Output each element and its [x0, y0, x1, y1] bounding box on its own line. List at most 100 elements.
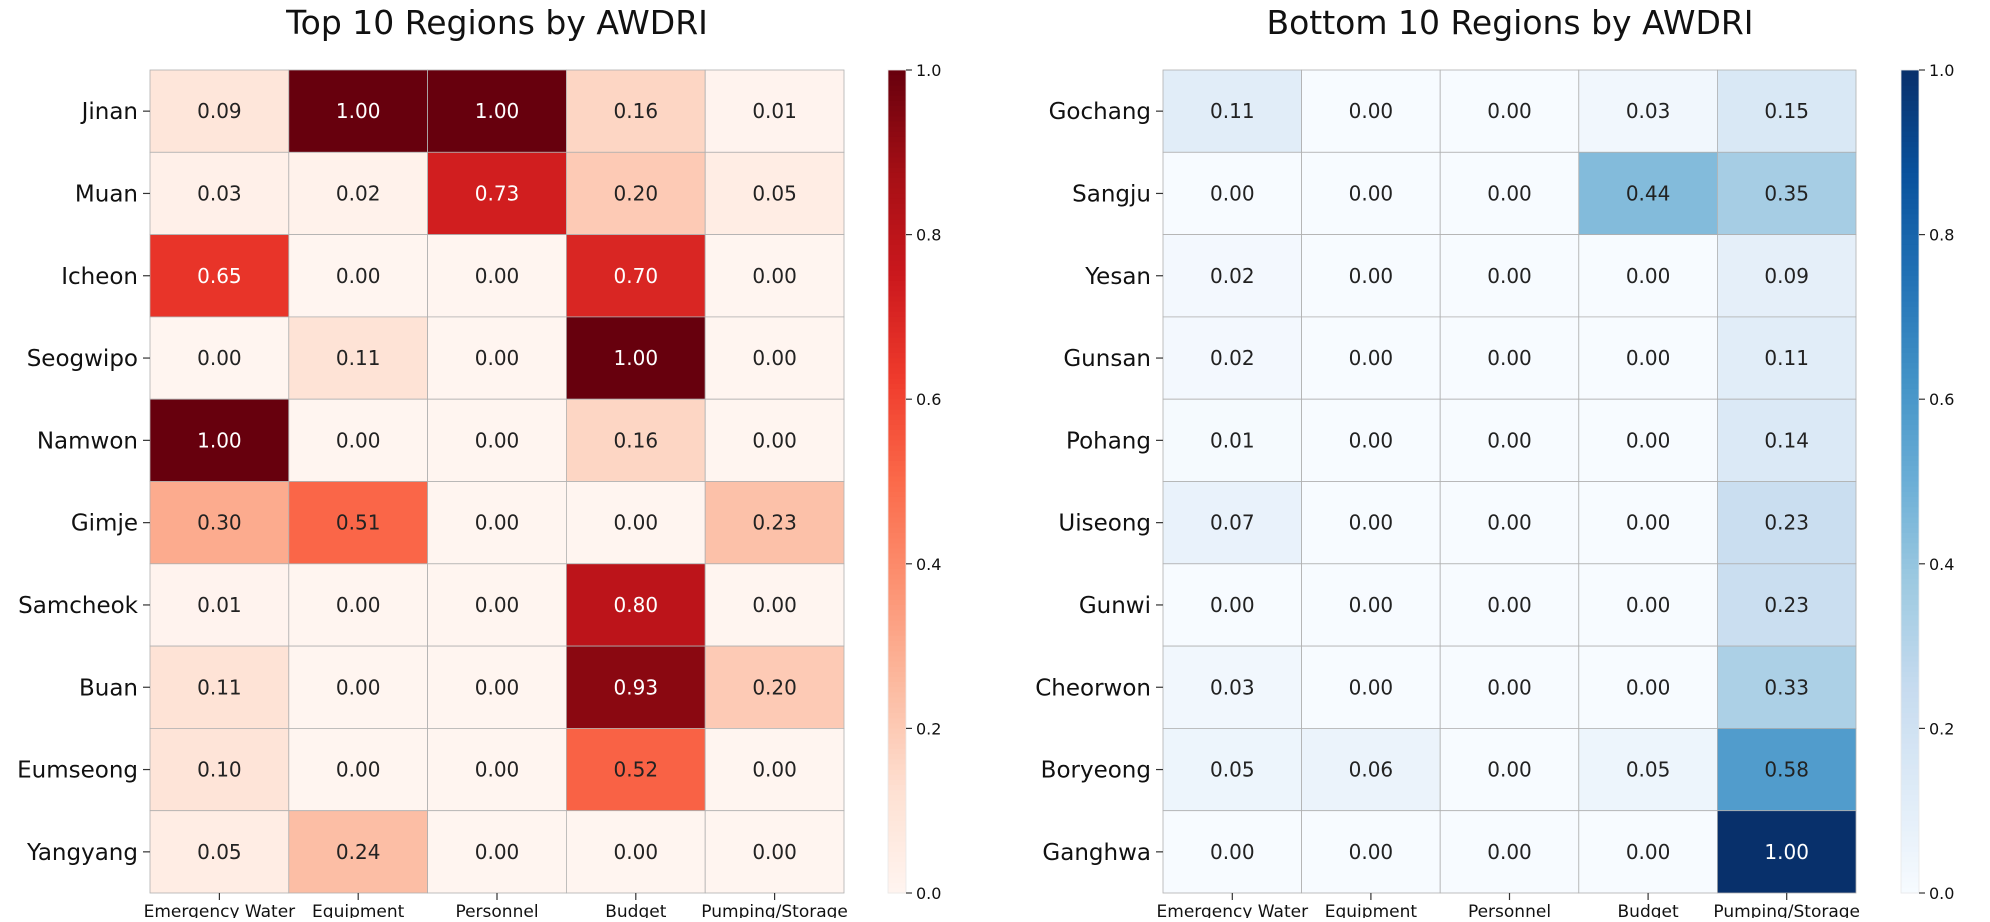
colorbar-tick-label: 0.2 — [1929, 719, 1954, 738]
colorbar-segment — [1901, 157, 1919, 164]
y-tick-label: Icheon — [61, 264, 138, 290]
colorbar-segment — [888, 85, 906, 92]
colorbar-segment — [1901, 152, 1919, 159]
colorbar-segment — [1901, 280, 1919, 287]
colorbar-segment — [888, 738, 906, 745]
heatmap-cell — [1717, 728, 1857, 812]
colorbar-segment — [888, 697, 906, 704]
colorbar-segment — [888, 316, 906, 323]
colorbar-segment — [1901, 250, 1919, 256]
heatmap-cell — [1439, 234, 1580, 318]
colorbar-segment — [1901, 363, 1919, 369]
colorbar-segment — [888, 630, 906, 637]
colorbar-tick-label: 0.2 — [916, 719, 941, 738]
cell-value-label: 0.00 — [752, 264, 797, 288]
heatmap-cell — [1578, 234, 1718, 318]
cell-value-label: 0.03 — [1626, 99, 1671, 123]
heatmap-cell — [149, 151, 290, 236]
colorbar-segment — [888, 620, 906, 627]
colorbar-segment — [888, 743, 906, 750]
heatmap-cell — [704, 563, 845, 647]
colorbar-segment — [1901, 831, 1919, 838]
heatmap-cell — [1301, 234, 1441, 318]
colorbar-tick-label: 0.4 — [916, 555, 941, 574]
cell-value-label: 0.00 — [1210, 181, 1255, 205]
cell-value-label: 0.00 — [1626, 428, 1671, 452]
colorbar-segment — [1901, 450, 1919, 457]
heatmap-cell — [704, 728, 845, 812]
colorbar-frame — [1900, 69, 1920, 894]
colorbar-segment — [888, 851, 906, 858]
colorbar-segment — [1901, 368, 1919, 375]
colorbar-segment — [1901, 275, 1919, 282]
cell-value-label: 0.00 — [475, 511, 520, 535]
y-tick-label: Pohang — [1066, 428, 1151, 454]
cell-value-label: 0.09 — [197, 99, 242, 123]
colorbar-segment — [888, 188, 906, 195]
colorbar-segment — [888, 517, 906, 524]
heatmap-cell — [1578, 645, 1718, 729]
colorbar-frame — [887, 69, 907, 894]
colorbar-segment — [1901, 100, 1919, 107]
colorbar-segment — [1901, 589, 1919, 596]
colorbar-segment — [888, 599, 906, 606]
heatmap-cell — [288, 810, 428, 894]
cell-value-label: 0.00 — [1626, 593, 1671, 617]
colorbar-segment — [1901, 229, 1919, 236]
colorbar-segment — [888, 594, 906, 601]
colorbar-tick-label: 0.0 — [1929, 884, 1954, 903]
colorbar-segment — [1901, 841, 1919, 848]
colorbar-segment — [888, 229, 906, 236]
colorbar-segment — [888, 635, 906, 642]
cell-value-label: 0.00 — [336, 264, 381, 288]
colorbar-segment — [888, 126, 906, 133]
colorbar-segment — [888, 106, 906, 112]
colorbar-segment — [1901, 306, 1919, 313]
heatmap-cell — [704, 398, 845, 482]
colorbar-segment — [1901, 764, 1919, 771]
colorbar-segment — [1901, 795, 1919, 802]
colorbar-segment — [1901, 769, 1919, 776]
heatmap-cell — [1439, 316, 1580, 400]
colorbar-segment — [888, 275, 906, 282]
heatmap-cell — [566, 316, 706, 400]
cell-value-label: 0.73 — [475, 181, 520, 205]
colorbar-segment — [888, 244, 906, 251]
colorbar-segment — [888, 810, 906, 817]
cell-value-label: 0.52 — [614, 758, 659, 782]
cell-value-label: 0.07 — [1210, 511, 1255, 535]
colorbar-segment — [888, 759, 906, 766]
y-tick-label: Namwon — [37, 428, 138, 454]
colorbar-segment — [1901, 208, 1919, 215]
colorbar-segment — [888, 836, 906, 843]
colorbar-segment — [1901, 563, 1919, 570]
colorbar-segment — [888, 142, 906, 148]
colorbar-segment — [888, 208, 906, 215]
cell-value-label: 0.00 — [336, 428, 381, 452]
heatmap-cell — [1439, 69, 1580, 153]
colorbar-segment — [1901, 620, 1919, 627]
colorbar-segment — [888, 676, 906, 683]
colorbar-segment — [888, 219, 906, 225]
cell-value-label: 0.00 — [1487, 346, 1532, 370]
colorbar-segment — [888, 378, 906, 385]
colorbar-segment — [888, 172, 906, 179]
colorbar-segment — [888, 286, 906, 292]
heatmap-cell — [1439, 810, 1580, 894]
heatmap-cell — [288, 316, 428, 400]
cell-value-label: 0.00 — [752, 346, 797, 370]
heatmap-cell — [1301, 481, 1441, 565]
colorbar-segment — [888, 656, 906, 663]
colorbar-segment — [1901, 435, 1919, 441]
heatmap-cell — [288, 69, 428, 153]
colorbar-segment — [888, 512, 906, 519]
colorbar-segment — [888, 496, 906, 503]
colorbar-segment — [1901, 640, 1919, 647]
cell-value-label: 0.11 — [336, 346, 381, 370]
heatmap-cell — [1439, 728, 1580, 812]
heatmap-cell — [1301, 563, 1441, 647]
cell-value-label: 0.00 — [1349, 511, 1394, 535]
heatmap-cell — [149, 69, 290, 153]
colorbar-segment — [888, 486, 906, 493]
heatmap-cell — [427, 234, 567, 318]
